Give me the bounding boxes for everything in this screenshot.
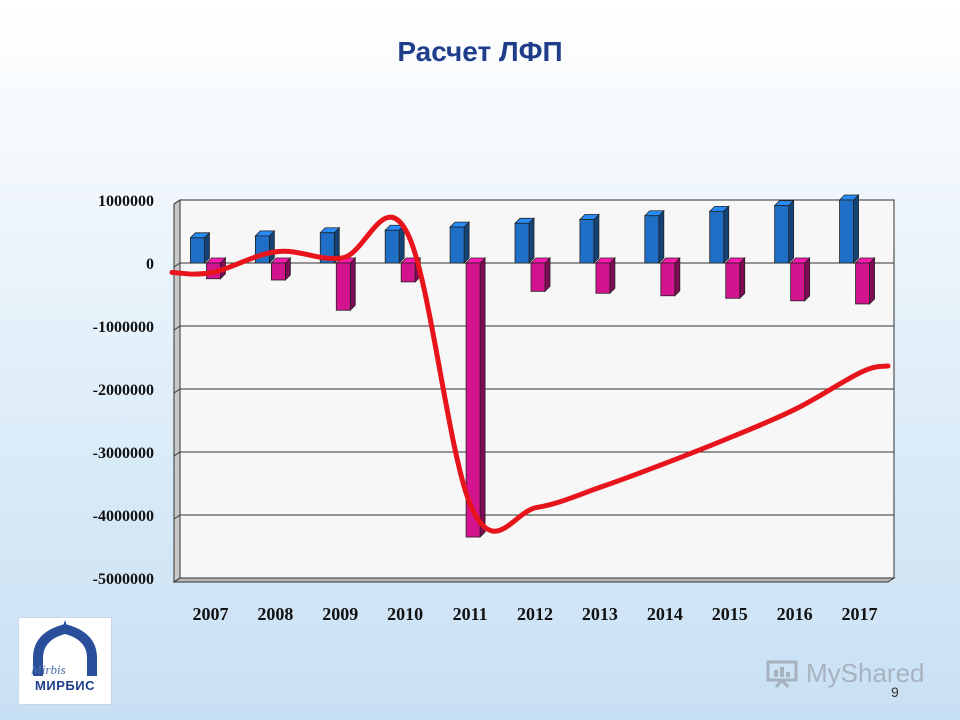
- gridline-side: [173, 325, 181, 331]
- bar-series-2: [270, 257, 292, 281]
- bar-series-1-side: [788, 199, 795, 264]
- y-tick-label: -4000000: [93, 508, 154, 525]
- bar-series-2-front: [855, 262, 870, 305]
- y-axis-ticks: 1000000 0 -1000000 -2000000 -3000000 -4000000…: [93, 193, 154, 588]
- bar-series-1-side: [658, 209, 665, 264]
- bar-series-2-side: [479, 257, 486, 539]
- bar-series-1-front: [190, 237, 205, 264]
- y-tick-label: 0: [146, 256, 154, 273]
- bar-series-2: [854, 257, 876, 305]
- bar-series-2-front: [725, 262, 741, 299]
- bar-series-2-front: [270, 262, 286, 281]
- bar-series-1: [578, 213, 600, 264]
- bar-series-2: [530, 257, 551, 293]
- bar-series-2-side: [804, 257, 811, 302]
- watermark: MyShared: [766, 656, 925, 690]
- gridline-side: [173, 199, 181, 205]
- gridline-side: [173, 514, 181, 520]
- x-tick-label: 2014: [647, 604, 683, 624]
- slide-title: Расчет ЛФП: [397, 36, 563, 67]
- x-tick-label: 2012: [517, 604, 553, 624]
- x-tick-label: 2011: [453, 604, 488, 624]
- y-tick-label: -2000000: [93, 382, 154, 399]
- mirbis-logo: Mirbis МИРБИС: [18, 617, 112, 705]
- page-number: 9: [891, 684, 899, 700]
- trend-line-series-3: [169, 214, 891, 534]
- bar-series-2: [659, 257, 681, 297]
- gridline-side: [173, 577, 181, 583]
- y-tick-label: -3000000: [93, 445, 154, 462]
- bar-series-1-side: [593, 213, 600, 264]
- bar-series-2-front: [530, 262, 546, 292]
- x-tick-label: 2016: [777, 604, 813, 624]
- bar-series-2-side: [674, 257, 681, 297]
- bar-series-1: [838, 194, 860, 264]
- x-tick-label: 2013: [582, 604, 618, 624]
- trend-line-layer: [169, 214, 891, 534]
- bar-series-1-side: [853, 194, 859, 264]
- presentation-icon: [766, 660, 798, 688]
- bar-series-2-front: [790, 262, 806, 302]
- y-tick-label: -1000000: [93, 319, 154, 336]
- bar-series-2-front: [400, 262, 416, 283]
- bar-series-1: [773, 199, 795, 264]
- bar-series-2: [594, 257, 616, 295]
- bar-series-1: [384, 224, 406, 264]
- watermark-text: MyShared: [806, 657, 925, 688]
- x-tick-label: 2015: [712, 604, 748, 624]
- bar-series-1-front: [709, 210, 725, 264]
- bar-series-2-side: [544, 257, 551, 293]
- bar-series-1: [708, 205, 730, 264]
- bar-series-1-front: [514, 222, 530, 264]
- bar-series-2-side: [739, 257, 746, 300]
- bar-series-2: [724, 257, 746, 300]
- bar-series-2-front: [595, 262, 611, 294]
- bar-series-1-front: [774, 205, 790, 264]
- bar-series-1-side: [463, 221, 470, 264]
- bar-series-1: [449, 221, 471, 264]
- bar-series-2-front: [660, 262, 676, 297]
- bar-series-2-side: [349, 257, 356, 312]
- bar-series-2-side: [869, 257, 875, 305]
- bar-series-2: [465, 257, 487, 539]
- x-tick-label: 2017: [842, 604, 878, 624]
- bar-series-2-side: [609, 257, 616, 295]
- bar-series-2-front: [335, 262, 351, 311]
- bar-series-1-front: [449, 226, 465, 264]
- gridline-side: [173, 388, 181, 394]
- x-axis-ticks: 2007 2008 2009 2010 2011 2012 2013 2014 2015 2016…: [192, 604, 877, 624]
- x-tick-label: 2008: [257, 604, 293, 624]
- y-tick-label: 1000000: [98, 193, 154, 210]
- logo-script-text: Mirbis: [31, 662, 66, 677]
- bar-series-1-front: [579, 219, 595, 264]
- bar-series-2: [335, 257, 357, 312]
- bar-series-1: [514, 217, 535, 264]
- bar-series-1-front: [644, 215, 660, 264]
- bar-series-1-side: [528, 217, 535, 264]
- bar-series-2: [789, 257, 811, 302]
- bar-series-2-front: [465, 262, 481, 538]
- bar-series-1-front: [384, 229, 400, 264]
- bar-series-1-side: [723, 205, 730, 264]
- gridline-side: [173, 451, 181, 457]
- dome-logo-icon: [33, 620, 97, 676]
- bar-series-1: [643, 209, 665, 264]
- x-tick-label: 2010: [387, 604, 423, 624]
- plot-floor: [172, 577, 896, 583]
- gridline-side: [173, 262, 181, 268]
- x-tick-label: 2009: [322, 604, 358, 624]
- bar-series-1-front: [839, 199, 854, 264]
- y-tick-label: -5000000: [93, 571, 154, 588]
- bar-series-1: [189, 231, 211, 264]
- logo-text: МИРБИС: [35, 678, 95, 693]
- gridlines: [173, 199, 894, 583]
- x-tick-label: 2007: [192, 604, 228, 624]
- bars: [189, 194, 876, 539]
